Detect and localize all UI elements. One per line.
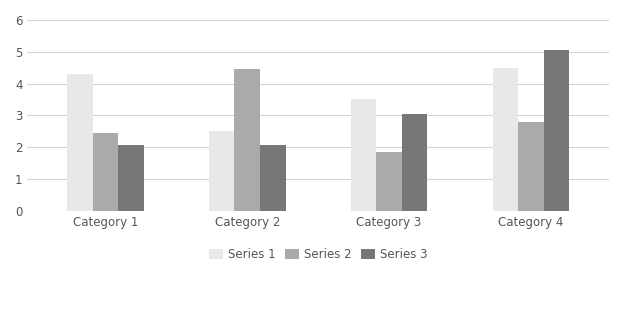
Bar [235,69,260,211]
Bar [518,122,544,211]
Bar [67,74,92,211]
Bar [118,145,144,211]
Bar [544,50,569,211]
Bar [376,152,402,211]
Bar [92,133,118,211]
Bar [209,131,235,211]
Bar [260,145,286,211]
Bar [351,99,376,211]
Legend: Series 1, Series 2, Series 3: Series 1, Series 2, Series 3 [204,243,432,265]
Bar [402,114,427,211]
Bar [493,68,518,211]
